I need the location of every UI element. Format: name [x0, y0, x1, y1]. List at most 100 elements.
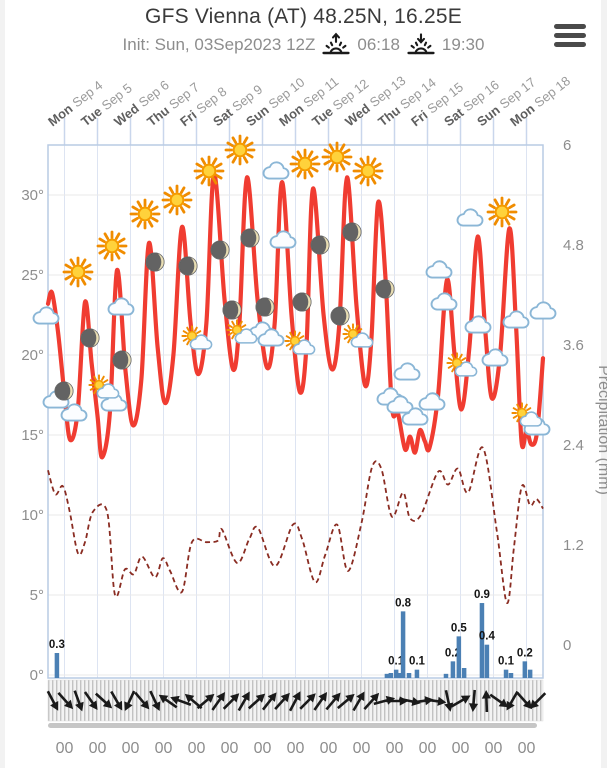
sun-icon — [129, 198, 161, 230]
temp-tick-label: 10° — [21, 507, 44, 524]
wind-arrow-head — [529, 699, 539, 709]
page-title: GFS Vienna (AT) 48.25N, 16.25E — [145, 5, 462, 28]
moon-icon — [54, 381, 74, 401]
wind-arrow-head — [88, 700, 98, 711]
hour-label: 00 — [320, 740, 338, 757]
moon-icon — [330, 306, 350, 326]
wind-arrow-icon — [124, 690, 136, 711]
moon-icon — [112, 350, 132, 370]
precip-bar — [388, 673, 394, 678]
moon-icon — [342, 222, 362, 242]
wind-arrow-icon — [158, 694, 178, 709]
precip-bar — [393, 669, 399, 678]
wind-arrow-head — [331, 692, 341, 703]
precip-bar-label: 0.1 — [498, 656, 515, 668]
wind-arrow-icon — [222, 693, 240, 710]
cloud-icon — [464, 315, 492, 334]
precip-bar — [400, 611, 406, 678]
wind-arrow-head — [292, 691, 301, 701]
wind-arrow-head — [267, 692, 277, 702]
wind-arrow-head — [506, 700, 515, 711]
wind-arrow-icon — [288, 691, 301, 712]
hour-label: 00 — [353, 740, 371, 757]
sun-icon — [486, 196, 518, 228]
hour-label: 00 — [419, 740, 437, 757]
wind-arrow-head — [204, 693, 215, 703]
hour-label: 00 — [254, 740, 272, 757]
wind-arrow-head — [280, 692, 290, 703]
wind-arrow-icon — [170, 695, 192, 706]
hour-label: 00 — [518, 740, 536, 757]
cloud-icon — [107, 297, 135, 316]
sun-icon — [352, 155, 384, 187]
cloud-icon — [262, 161, 290, 180]
moon-icon — [255, 297, 275, 317]
init-row: Init: Sun, 03Sep2023 12Z 06:18 19:30 — [0, 32, 607, 58]
hour-label: 00 — [56, 740, 74, 757]
sun-icon — [96, 230, 128, 262]
hour-label: 00 — [188, 740, 206, 757]
wind-arrow-icon — [46, 690, 59, 711]
precip-bar — [503, 669, 509, 678]
precip-bar — [456, 636, 462, 678]
sunrise-time: 06:18 — [357, 35, 400, 54]
hour-label: 00 — [89, 740, 107, 757]
precip-tick-label: 2.4 — [563, 437, 584, 454]
wind-arrow-head — [255, 693, 266, 703]
precip-tick-label: 4.8 — [563, 237, 584, 254]
precip-bar — [384, 673, 390, 678]
page-left-margin — [0, 0, 5, 768]
wind-arrow-head — [75, 701, 84, 712]
wind-arrow-head — [216, 691, 226, 702]
wind-arrow-head — [444, 702, 454, 712]
menu-icon[interactable] — [554, 24, 586, 51]
precip-axis-title: Precipitation (mm) — [595, 365, 607, 495]
wind-arrow-icon — [363, 692, 380, 711]
hour-label: 00 — [122, 740, 140, 757]
precip-bar-label: 0.1 — [388, 656, 405, 668]
wind-arrow-icon — [336, 693, 355, 710]
hour-label: 00 — [287, 740, 305, 757]
wind-arrow-head — [437, 696, 447, 706]
wind-arrow-icon — [196, 693, 215, 710]
wind-arrow-icon — [424, 696, 447, 706]
cloud-icon — [418, 392, 446, 411]
wind-arrow-head — [318, 691, 328, 702]
cloud-icon — [393, 362, 421, 381]
moon-icon — [375, 279, 395, 299]
wind-arrow-icon — [261, 692, 277, 711]
wind-arrow-head — [114, 700, 123, 711]
wind-arrow-icon — [247, 693, 266, 710]
dewpoint-curve — [47, 446, 544, 604]
precip-bar-label: 0.4 — [479, 631, 496, 643]
wind-arrow-icon — [489, 693, 509, 708]
precip-bar-label: 0.3 — [49, 639, 65, 651]
temp-tick-label: 15° — [21, 427, 44, 444]
hour-label: 00 — [221, 740, 239, 757]
hour-label: 00 — [485, 740, 503, 757]
precip-bar — [406, 673, 412, 678]
hour-label: 00 — [155, 740, 173, 757]
wind-arrow-icon — [211, 691, 226, 711]
wind-arrow-icon — [481, 690, 492, 713]
moon-icon — [80, 328, 100, 348]
wind-arrow-icon — [57, 691, 74, 710]
precip-bar-label: 0.9 — [474, 589, 490, 601]
precip-bar — [443, 673, 449, 678]
sun-icon — [193, 155, 225, 187]
wind-arrow-icon — [73, 690, 84, 712]
page-right-margin — [601, 0, 607, 768]
precip-bar — [479, 603, 485, 678]
hour-label: 00 — [452, 740, 470, 757]
precip-tick-label: 0 — [563, 637, 571, 654]
wind-scrollbar[interactable] — [48, 723, 537, 728]
wind-arrow-head — [170, 695, 180, 705]
moon-icon — [240, 228, 260, 248]
wind-arrow-icon — [94, 692, 113, 709]
wind-arrow-head — [151, 701, 161, 711]
precip-bar — [484, 644, 490, 678]
precip-bar-label: 0.8 — [395, 597, 412, 609]
precip-bar — [522, 661, 528, 678]
precip-tick-label: 3.6 — [563, 337, 584, 354]
